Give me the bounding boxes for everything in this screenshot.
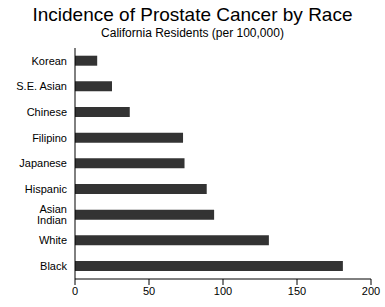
html-text:California Residents (per 100,: California Residents (per 100,000) — [101, 26, 284, 40]
svg-text:Korean: Korean — [32, 55, 67, 67]
svg-text:0: 0 — [72, 285, 78, 297]
html-text:Incidence of Prostate Cancer b: Incidence of Prostate Cancer by Race — [32, 4, 353, 25]
svg-text:Black: Black — [40, 260, 67, 272]
svg-text:White: White — [39, 234, 67, 246]
svg-text:Filipino: Filipino — [32, 132, 67, 144]
svg-text:50: 50 — [143, 285, 155, 297]
svg-text:Chinese: Chinese — [27, 106, 67, 118]
svg-text:AsianIndian: AsianIndian — [37, 203, 67, 226]
svg-text:S.E. Asian: S.E. Asian — [16, 80, 67, 92]
svg-text:100: 100 — [214, 285, 232, 297]
svg-text:150: 150 — [288, 285, 306, 297]
svg-text:200: 200 — [362, 285, 377, 297]
svg-text:Hispanic: Hispanic — [25, 183, 68, 195]
svg-text:Japanese: Japanese — [19, 157, 67, 169]
